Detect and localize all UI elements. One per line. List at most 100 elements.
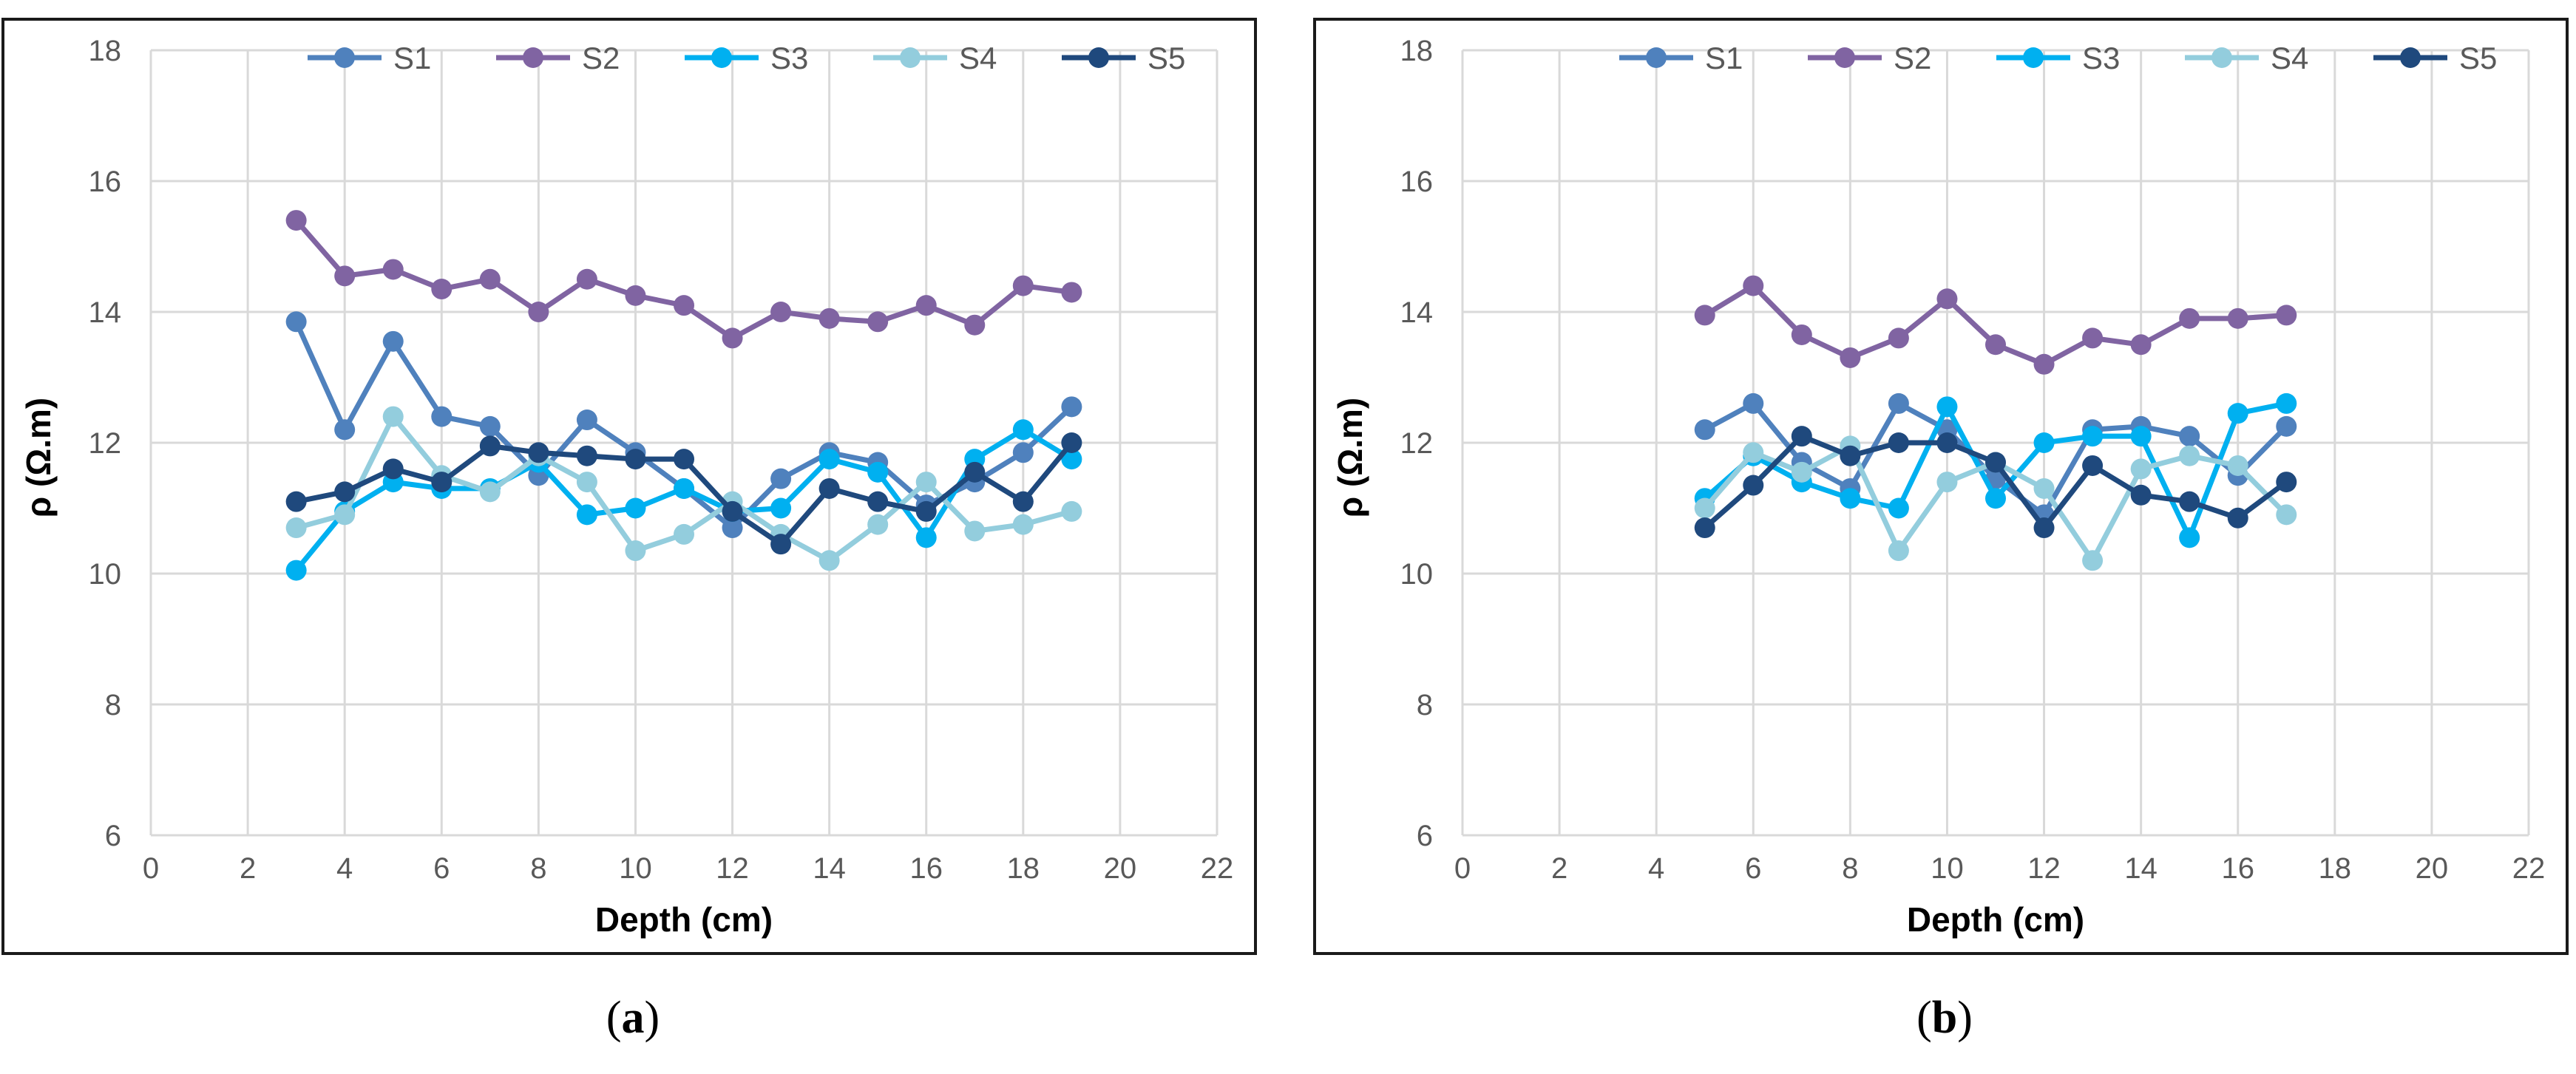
- chart-b-series-S5-point-17: [2276, 472, 2297, 493]
- chart-b-xtick-4: 4: [1648, 852, 1664, 885]
- chart-a-series-S2-point-11: [674, 295, 694, 316]
- caption-b-close: ): [1957, 993, 1973, 1043]
- chart-b-series-S1-point-5: [1694, 419, 1715, 441]
- chart-a-xtick-8: 8: [530, 852, 546, 885]
- chart-b-xtick-22: 22: [2512, 852, 2546, 885]
- chart-b-series-S2-point-10: [1936, 288, 1958, 310]
- chart-b-ytick-10: 10: [1400, 558, 1434, 591]
- chart-a-series-S2-point-7: [479, 268, 501, 290]
- chart-b-svg: 0 2 4 6 8 10 12 14 16 18 20 22 6 8 10 12 14 16 18 Depth (cm…: [1331, 35, 2546, 939]
- chart-a-series-S2-point-16: [915, 295, 937, 316]
- chart-a-series-S4-point-11: [674, 523, 694, 545]
- chart-a-series-S2-line: [294, 218, 1072, 341]
- chart-a-legend-S3-marker: [711, 47, 732, 68]
- chart-b-xtick-18: 18: [2319, 852, 2352, 885]
- chart-a-ytick-8: 8: [105, 689, 121, 721]
- chart-b-series-S4-point-14: [2130, 458, 2152, 480]
- chart-a-series-S2-point-8: [528, 302, 549, 322]
- chart-a-legend-S1-marker: [334, 47, 355, 68]
- chart-a-series-S3-point-14: [818, 449, 840, 470]
- chart-a-series-S3-point-16: [915, 527, 937, 548]
- chart-a-series-S4-point-19: [1061, 500, 1082, 522]
- chart-a-series-S5-point-17: [964, 461, 986, 483]
- chart-a-series-S1-point-4: [334, 419, 356, 441]
- chart-a-series-S1-point-19: [1061, 396, 1082, 418]
- chart-b-xtick-0: 0: [1454, 852, 1471, 885]
- chart-b-series-S5-point-11: [1985, 452, 2006, 473]
- chart-b-ylabel: ρ (Ω.m): [1331, 398, 1369, 517]
- chart-b-legend-S3-marker: [2023, 47, 2044, 68]
- chart-a-series-S3-point-3: [285, 560, 307, 581]
- chart-a-series-S1-point-3: [285, 311, 307, 333]
- chart-b-series-S5-point-5: [1694, 517, 1715, 539]
- chart-a-series-S2-point-13: [770, 302, 792, 322]
- chart-a-series-S4-point-5: [382, 406, 404, 427]
- chart-a-series-S1-point-13: [770, 468, 792, 489]
- chart-a-xtick-0: 0: [143, 852, 159, 885]
- chart-a-series-S5-point-5: [382, 458, 404, 480]
- chart-a-series-S2-point-17: [964, 314, 986, 336]
- chart-a-series-S5-point-9: [576, 445, 597, 466]
- chart-a-series-S1-point-18: [1012, 442, 1034, 463]
- chart-b-xtick-2: 2: [1551, 852, 1567, 885]
- chart-b-series-S2-point-11: [1985, 334, 2006, 356]
- chart-a-xtick-20: 20: [1104, 852, 1137, 885]
- caption-a-open: (: [606, 993, 622, 1043]
- chart-a-series-S3-point-19: [1061, 449, 1082, 470]
- chart-a-series-S4-point-7: [479, 481, 501, 503]
- chart-a-series-S2-point-19: [1061, 282, 1082, 303]
- chart-b-series-S2-point-15: [2179, 307, 2200, 329]
- chart-a-legend-S2-label: S2: [582, 41, 620, 75]
- chart-b-series-S5-point-6: [1743, 475, 1764, 496]
- chart-a-series-S4-point-18: [1012, 514, 1034, 535]
- chart-a-series-S4-point-9: [576, 472, 597, 493]
- chart-b-series-S3-point-14: [2130, 426, 2152, 447]
- chart-b-ytick-18: 18: [1400, 35, 1434, 67]
- chart-a-ylabel: ρ (Ω.m): [19, 398, 58, 517]
- chart-b-series-S1-point-9: [1888, 392, 1909, 414]
- chart-b-series-S4-point-15: [2179, 445, 2200, 466]
- chart-b-series-S1-point-15: [2179, 426, 2200, 447]
- chart-b-series-S3-point-13: [2082, 426, 2104, 447]
- chart-b-series-S4-point-17: [2276, 504, 2297, 526]
- chart-panel-a: 0 2 4 6 8 10 12 14 16 18 20 22 6 8 10 12 14 16 18 Depth (cm…: [1, 18, 1257, 955]
- chart-b-series-S1-point-6: [1743, 392, 1764, 414]
- caption-b-open: (: [1916, 993, 1932, 1043]
- chart-b-ytick-12: 12: [1400, 427, 1434, 460]
- chart-a-series-S4-point-16: [915, 472, 937, 493]
- chart-a-series-S5-point-6: [431, 472, 453, 493]
- chart-a-series-S1-point-7: [479, 415, 501, 437]
- chart-b-series-S5-point-12: [2033, 517, 2055, 539]
- chart-b-series-S5-point-9: [1888, 432, 1909, 453]
- chart-b-series-S4-point-9: [1888, 540, 1909, 562]
- chart-a-xtick-12: 12: [716, 852, 749, 885]
- chart-b-series-S5-point-10: [1936, 432, 1958, 453]
- chart-a-series-S5-point-14: [818, 477, 840, 499]
- chart-b-ytick-8: 8: [1417, 689, 1433, 721]
- chart-b-series-S2-point-14: [2130, 334, 2152, 356]
- chart-a-xtick-6: 6: [433, 852, 450, 885]
- chart-b-xtick-20: 20: [2416, 852, 2449, 885]
- chart-a-series-S1-point-6: [431, 406, 453, 427]
- chart-b-xtick-10: 10: [1931, 852, 1964, 885]
- chart-a-series-S3-point-15: [867, 461, 889, 483]
- chart-a-series-S5-point-13: [770, 534, 792, 555]
- chart-b-series-S4-point-16: [2227, 455, 2248, 476]
- chart-b-series-S4-point-5: [1694, 497, 1715, 519]
- chart-b-series-S5-point-13: [2082, 455, 2104, 476]
- chart-a-xtick-14: 14: [813, 852, 846, 885]
- chart-b-legend-S4-label: S4: [2271, 41, 2308, 75]
- chart-b-series-S5-point-15: [2179, 491, 2200, 512]
- chart-a-series-S4-point-17: [964, 520, 986, 542]
- chart-b-series-S5-point-16: [2227, 507, 2248, 528]
- chart-a-series-S1-point-5: [382, 330, 404, 352]
- chart-b-series-S5-point-7: [1791, 426, 1812, 447]
- chart-a-series-S3-point-13: [770, 497, 792, 519]
- chart-b-series-S3-point-12: [2033, 432, 2055, 453]
- chart-b-series-S2-point-6: [1743, 275, 1764, 296]
- chart-a-series-S4-point-3: [285, 517, 307, 539]
- chart-b-legend-S2-label: S2: [1894, 41, 1931, 75]
- chart-b-series-S2-point-13: [2082, 327, 2104, 349]
- chart-b-legend-S4-marker: [2211, 47, 2232, 68]
- chart-b-ytick-14: 14: [1400, 296, 1434, 329]
